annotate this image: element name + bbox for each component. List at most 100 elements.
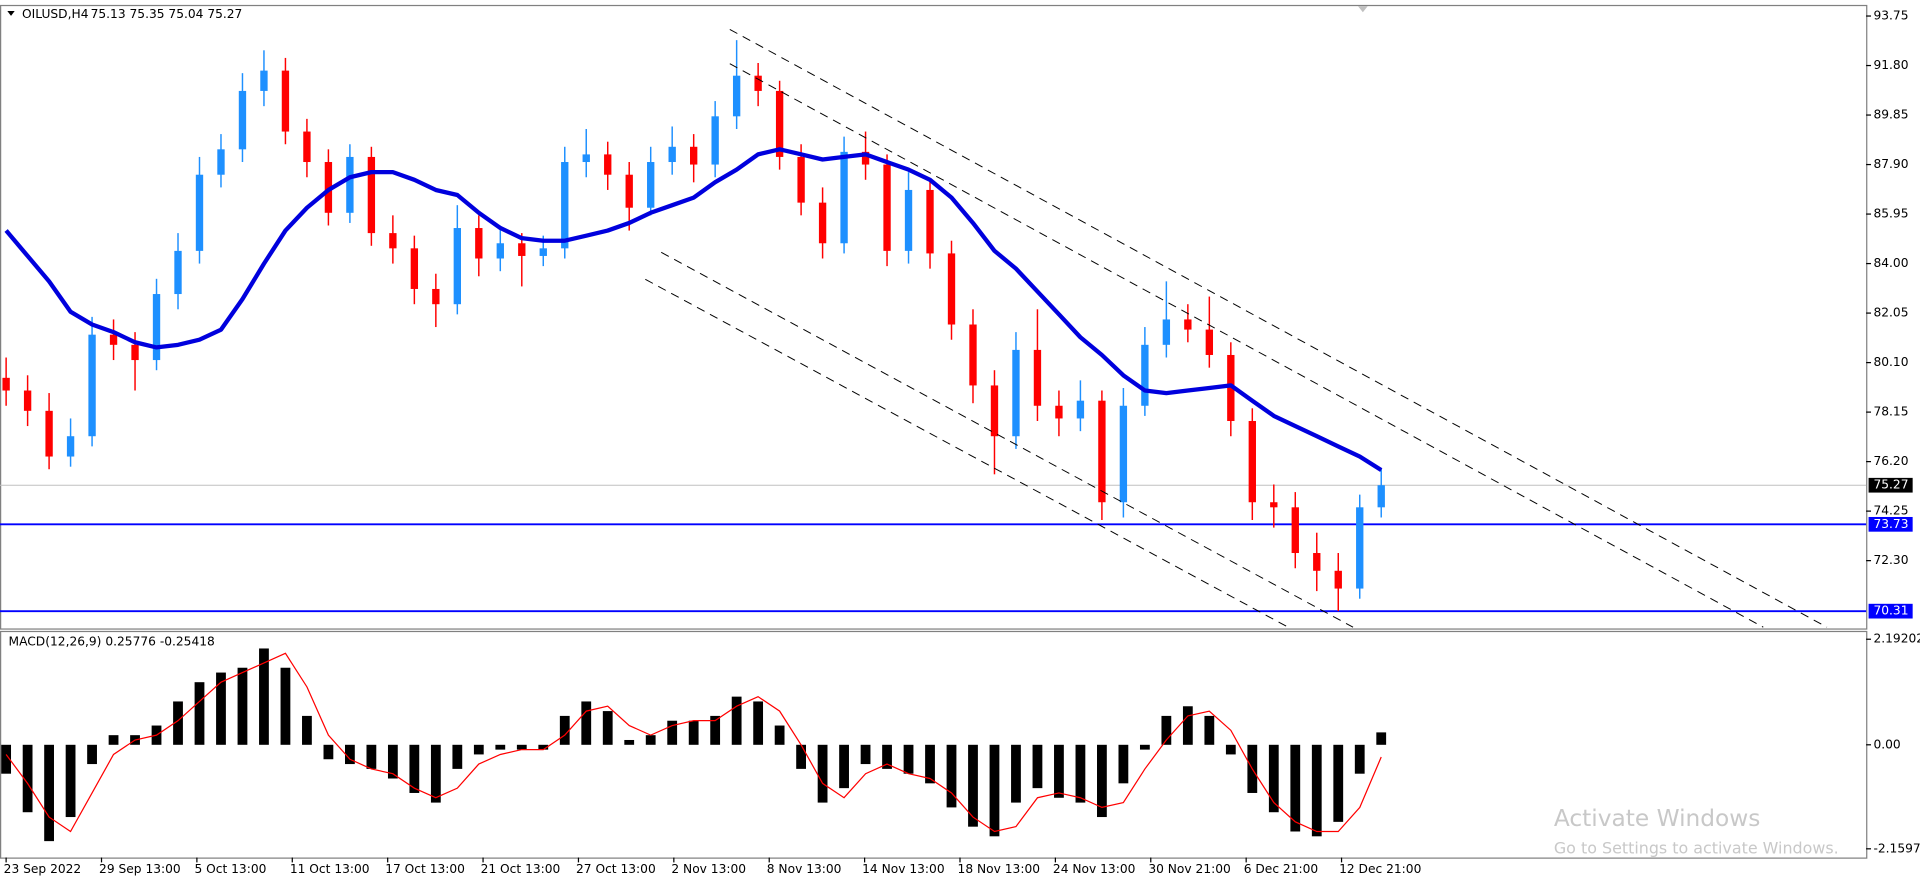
y-tick-label: 76.20 bbox=[1873, 454, 1908, 468]
candle-body bbox=[1076, 400, 1085, 419]
x-tick-label: 17 Oct 13:00 bbox=[385, 862, 465, 876]
candle-body bbox=[238, 90, 247, 150]
x-tick-label: 6 Dec 21:00 bbox=[1244, 862, 1318, 876]
candle-body bbox=[109, 334, 118, 345]
y-tick-label: 72.30 bbox=[1873, 553, 1908, 567]
histogram-bar bbox=[452, 744, 463, 769]
x-tick-label: 2 Nov 13:00 bbox=[671, 862, 746, 876]
last-price-label: 75.27 bbox=[1873, 478, 1908, 492]
candle-body bbox=[1205, 329, 1214, 355]
level-box bbox=[1868, 516, 1913, 532]
price-panel-frame bbox=[0, 4, 1868, 630]
histogram-bar bbox=[1290, 744, 1301, 832]
candle-body bbox=[1356, 507, 1364, 589]
histogram-bar bbox=[345, 744, 355, 765]
x-tick-label: 29 Sep 13:00 bbox=[99, 862, 181, 876]
y-tick-label: 2.19202 bbox=[1873, 632, 1920, 646]
candle-body bbox=[174, 250, 182, 295]
histogram-bar bbox=[259, 648, 269, 745]
candle-body bbox=[1334, 570, 1342, 589]
moving-average bbox=[4, 147, 1383, 472]
histogram-bar bbox=[1118, 744, 1129, 784]
candle-body bbox=[690, 146, 698, 165]
candle-body bbox=[539, 248, 547, 256]
x-tick-label: 5 Oct 13:00 bbox=[194, 862, 266, 876]
candle-body bbox=[668, 146, 676, 163]
candle-body bbox=[1141, 344, 1149, 406]
shift-marker[interactable] bbox=[1357, 6, 1368, 13]
x-tick-label: 11 Oct 13:00 bbox=[290, 862, 370, 876]
histogram-bar bbox=[538, 744, 549, 750]
histogram-bar bbox=[839, 744, 849, 789]
y-tick-label: 84.00 bbox=[1873, 256, 1908, 270]
macd-label: MACD(12,26,9) 0.25776 -0.25418 bbox=[9, 634, 215, 648]
watermark-subtitle: Go to Settings to activate Windows. bbox=[1554, 838, 1839, 857]
histogram-bar bbox=[1011, 744, 1021, 803]
y-tick-label: 78.15 bbox=[1873, 405, 1908, 419]
histogram-bar bbox=[1333, 744, 1344, 822]
histogram-bar bbox=[1054, 744, 1064, 798]
collapse-icon[interactable] bbox=[7, 11, 15, 16]
candle-body bbox=[131, 344, 139, 361]
histogram-bar bbox=[645, 735, 656, 745]
channel-line bbox=[729, 63, 1764, 628]
histogram-bar bbox=[731, 696, 742, 745]
histogram-bar bbox=[44, 744, 54, 842]
y-tick-label: 82.05 bbox=[1873, 306, 1908, 320]
candle-body bbox=[1248, 420, 1256, 503]
candle-body bbox=[2, 377, 10, 391]
level-label: 70.31 bbox=[1873, 604, 1908, 618]
histogram-bar bbox=[323, 744, 334, 760]
candle-body bbox=[23, 390, 32, 411]
histogram-bar bbox=[65, 744, 76, 818]
candle-body bbox=[775, 90, 784, 157]
histogram-bar bbox=[387, 744, 398, 779]
signal-line bbox=[5, 652, 1382, 833]
histogram-bar bbox=[473, 744, 484, 755]
candle-body bbox=[1055, 405, 1063, 419]
histogram-bar bbox=[1225, 744, 1236, 755]
histogram-bar bbox=[667, 720, 678, 745]
x-tick-label: 27 Oct 13:00 bbox=[576, 862, 656, 876]
histogram-bar bbox=[860, 744, 871, 765]
histogram-bar bbox=[216, 672, 226, 745]
histogram-bar bbox=[925, 744, 935, 784]
histogram-bar bbox=[1182, 706, 1193, 745]
candle-body bbox=[625, 174, 633, 208]
x-tick-label: 24 Nov 13:00 bbox=[1053, 862, 1135, 876]
y-tick-label: 85.95 bbox=[1873, 207, 1908, 221]
y-tick-label: 74.25 bbox=[1873, 504, 1908, 518]
histogram-bar bbox=[624, 739, 635, 745]
level-label: 73.73 bbox=[1873, 517, 1908, 531]
channel-lines bbox=[645, 28, 1828, 628]
candle-body bbox=[1119, 405, 1128, 503]
histogram-bar bbox=[1032, 744, 1043, 789]
histogram-bar bbox=[710, 715, 721, 745]
x-tick-label: 12 Dec 21:00 bbox=[1339, 862, 1421, 876]
y-tick-label: 80.10 bbox=[1873, 355, 1908, 369]
histogram-bar bbox=[1097, 744, 1107, 818]
y-tick-label: 87.90 bbox=[1873, 157, 1908, 171]
x-tick-label: 18 Nov 13:00 bbox=[958, 862, 1040, 876]
histogram-bar bbox=[1204, 715, 1215, 745]
histogram-bar bbox=[194, 682, 205, 745]
candle-body bbox=[453, 228, 462, 305]
histogram-bar bbox=[1161, 715, 1172, 745]
candle-body bbox=[1313, 553, 1321, 571]
watermark-title: Activate Windows bbox=[1554, 805, 1761, 832]
candle-body bbox=[990, 385, 999, 437]
y-tick-label: 0.00 bbox=[1873, 737, 1900, 751]
histogram-bar bbox=[237, 667, 248, 745]
histogram-bar bbox=[495, 744, 506, 750]
histogram-bar bbox=[989, 744, 1000, 837]
histogram-bar bbox=[87, 744, 97, 765]
candle-body bbox=[1098, 400, 1106, 503]
y-tick-label: 89.85 bbox=[1873, 108, 1908, 122]
histogram-bar bbox=[366, 744, 377, 769]
x-tick-label: 8 Nov 13:00 bbox=[767, 862, 842, 876]
candle-body bbox=[561, 162, 569, 249]
histogram-bar bbox=[409, 744, 420, 793]
candle-body bbox=[947, 253, 956, 325]
